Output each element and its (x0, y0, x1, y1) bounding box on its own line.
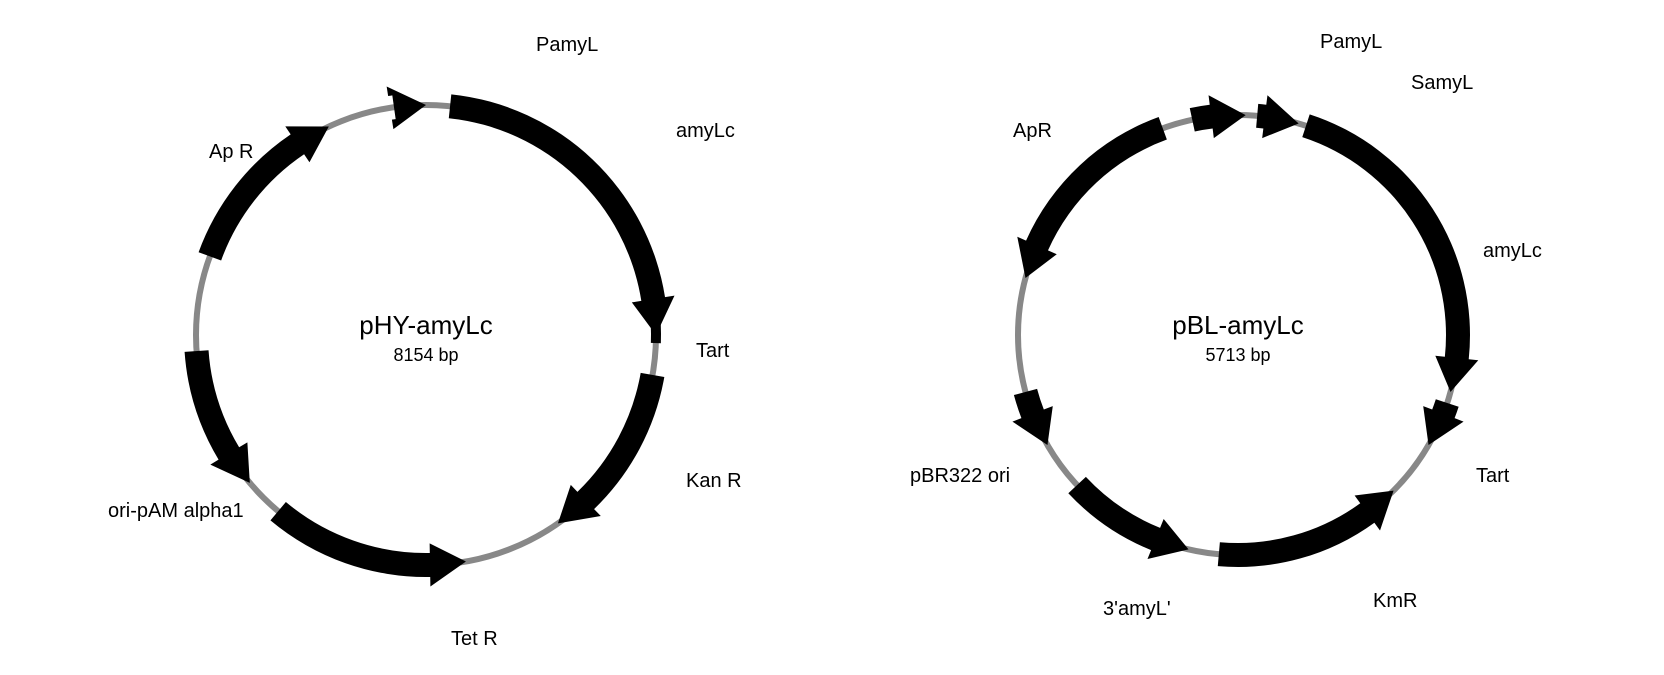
plasmid-phy: pHY-amyLc 8154 bp PamyLamyLcTartKan RTet… (116, 25, 736, 650)
feature-label: KmR (1373, 590, 1417, 613)
feature-label: Tart (1476, 465, 1509, 488)
feature-tart (1423, 399, 1463, 445)
feature-ori-pam-alpha1 (185, 350, 250, 483)
plasmid-container: pHY-amyLc 8154 bp PamyL amyLc Tart Kan R Tet… (20, 20, 1644, 655)
feature-amylc (1302, 114, 1478, 392)
feature-samyl (1256, 95, 1299, 138)
feature-label: ApR (1013, 120, 1052, 143)
feature-label: PamyL (1320, 31, 1382, 54)
plasmid-center-label: pBL-amyLc 5713 bp (1172, 310, 1304, 366)
feature-kmr (1218, 491, 1394, 567)
plasmid-name: pHY-amyLc (359, 310, 492, 341)
feature-label: 3'amyL' (1103, 598, 1171, 621)
feature-label: Tet R (451, 628, 498, 651)
feature-label: amyLc (676, 120, 735, 143)
feature-kan-r (558, 373, 664, 524)
feature-label: Tart (696, 340, 729, 363)
plasmid-name: pBL-amyLc (1172, 310, 1304, 341)
feature-label: ori-pAM alpha1 (108, 500, 244, 523)
feature-label: Ap R (209, 141, 253, 164)
feature-tart (649, 306, 661, 343)
feature-pbr322-ori (1012, 389, 1052, 445)
feature-label: amyLc (1483, 240, 1542, 263)
feature-amylc (449, 94, 675, 335)
feature-tet-r (270, 502, 465, 587)
feature-label: PamyL (536, 34, 598, 57)
feature-3-amyl- (1068, 477, 1188, 559)
plasmid-size: 5713 bp (1172, 345, 1304, 366)
feature-label: SamyL (1411, 72, 1473, 95)
plasmid-center-label: pHY-amyLc 8154 bp (359, 310, 492, 366)
feature-label: Kan R (686, 470, 742, 493)
plasmid-size: 8154 bp (359, 345, 492, 366)
feature-pamyl (1190, 95, 1246, 138)
plasmid-pbl: pBL-amyLc 5713 bp PamyL SamyL amyLc Tart KmR… (928, 25, 1548, 650)
feature-label: pBR322 ori (910, 465, 1010, 488)
